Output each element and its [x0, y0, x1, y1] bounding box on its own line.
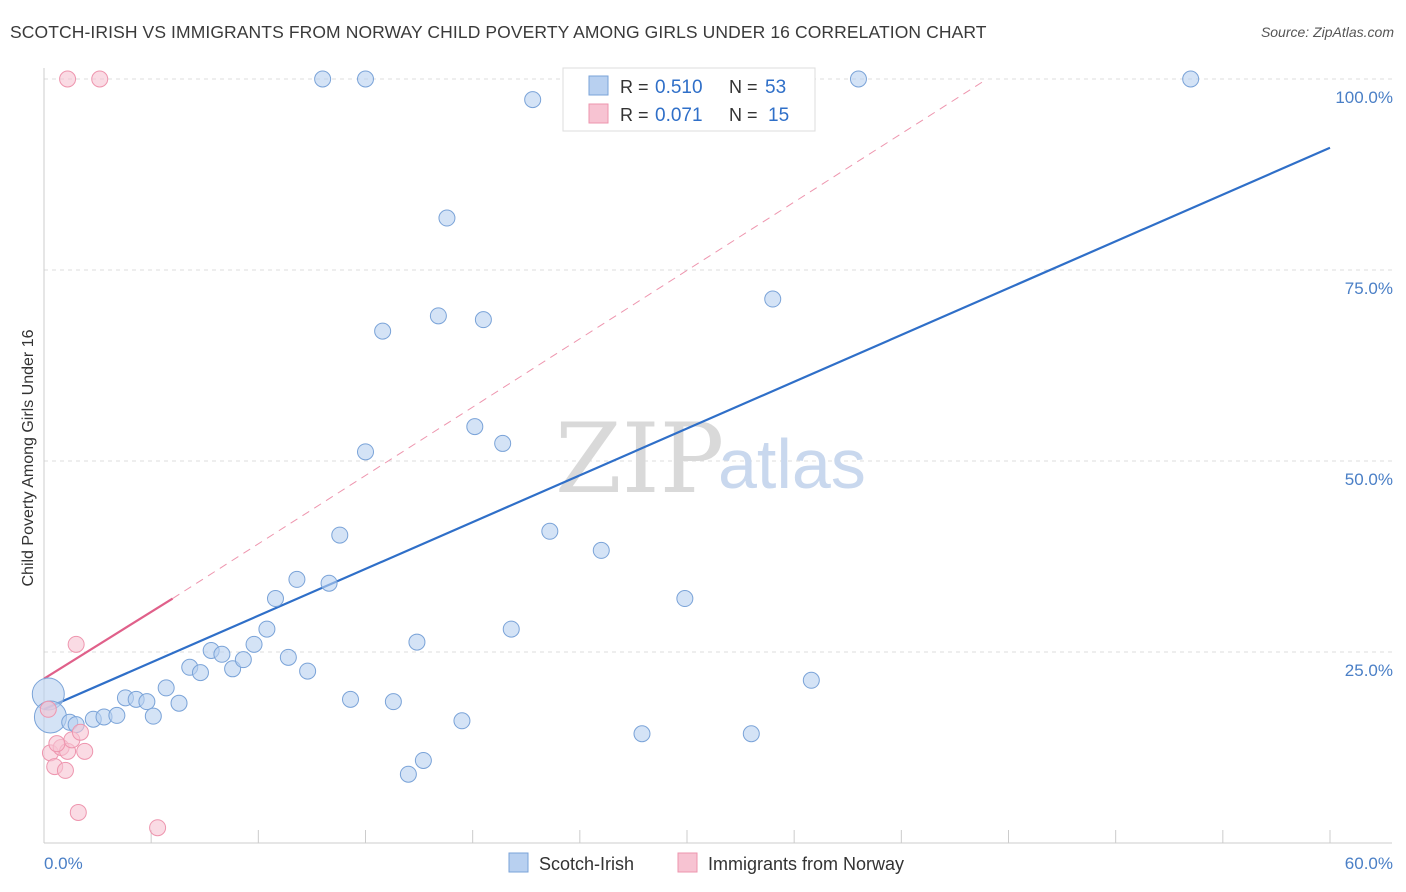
- chart-title: SCOTCH-IRISH VS IMMIGRANTS FROM NORWAY C…: [10, 22, 987, 42]
- scotch-irish-point: [288, 570, 306, 588]
- scotch-irish-point: [245, 635, 263, 653]
- scotch-irish-point: [144, 707, 162, 725]
- y-axis-label: Child Poverty Among Girls Under 16: [20, 329, 37, 586]
- watermark-zip: ZIP: [555, 403, 724, 515]
- scotch-irish-point: [633, 725, 651, 743]
- scotch-irish-point: [502, 620, 520, 638]
- y-tick-label: 25.0%: [1345, 661, 1393, 680]
- source-label: Source: ZipAtlas.com: [1260, 24, 1394, 40]
- scotch-irish-trend-line: [43, 146, 1331, 711]
- scotch-irish-point: [157, 679, 175, 697]
- legend-swatch-blue: [588, 75, 609, 96]
- legend-r-label-1: R =: [620, 77, 649, 97]
- watermark-atlas: atlas: [718, 425, 866, 503]
- scotch-irish-point: [429, 307, 447, 325]
- x-tick-label: 60.0%: [1345, 854, 1393, 873]
- legend-n-label-2: N =: [729, 105, 758, 125]
- x-tick-label: 0.0%: [44, 854, 83, 873]
- scotch-irish-point: [357, 70, 374, 88]
- scotch-irish-point: [108, 706, 126, 724]
- scotch-irish-point: [466, 418, 484, 436]
- y-tick-label: 50.0%: [1345, 470, 1393, 489]
- scotch-irish-point: [849, 70, 867, 88]
- scotch-irish-point: [320, 574, 338, 592]
- gridlines: [44, 78, 1392, 653]
- scotch-irish-point: [764, 290, 782, 308]
- scotch-irish-point: [299, 662, 317, 680]
- scotch-irish-point: [341, 690, 359, 708]
- scotch-irish-point: [234, 651, 252, 669]
- legend-r-label-2: R =: [620, 105, 649, 125]
- y-tick-labels: 25.0% 50.0% 75.0% 100.0%: [1335, 88, 1393, 680]
- scotch-irish-point: [524, 91, 542, 109]
- scotch-irish-point: [494, 434, 512, 452]
- scotch-irish-point: [266, 590, 284, 608]
- scotch-irish-point: [541, 522, 559, 540]
- legend-r-value-2: 0.071: [655, 105, 703, 126]
- legend-r-value-1: 0.510: [655, 77, 703, 98]
- legend-swatch-scotch-irish: [508, 852, 529, 873]
- legend-label-norway: Immigrants from Norway: [708, 854, 904, 874]
- scotch-irish-point: [374, 322, 392, 340]
- legend-swatch-pink: [588, 103, 609, 124]
- series-legend: Scotch-Irish Immigrants from Norway: [508, 852, 904, 874]
- scotch-irish-point: [742, 725, 760, 743]
- norway-point: [48, 735, 66, 753]
- norway-point: [76, 742, 94, 760]
- scotch-irish-point: [279, 648, 297, 666]
- norway-point: [71, 723, 89, 741]
- scotch-irish-point: [138, 693, 156, 711]
- norway-point: [69, 803, 87, 821]
- trend-lines: [43, 78, 1331, 711]
- norway-point: [149, 819, 167, 837]
- scotch-irish-point: [384, 693, 402, 711]
- scotch-irish-point: [414, 751, 432, 769]
- scotch-irish-point: [676, 590, 694, 608]
- x-tick-labels: 0.0% 60.0%: [44, 854, 1393, 873]
- scotch-irish-point: [1182, 70, 1200, 88]
- scotch-irish-point: [592, 541, 610, 559]
- data-points: [31, 70, 1200, 837]
- legend-label-scotch-irish: Scotch-Irish: [539, 854, 634, 874]
- scotch-irish-point: [438, 209, 456, 227]
- y-tick-label: 100.0%: [1335, 88, 1393, 107]
- y-tick-label: 75.0%: [1345, 279, 1393, 298]
- scotch-irish-point: [258, 620, 276, 638]
- norway-point: [56, 761, 74, 779]
- norway-point: [59, 70, 77, 88]
- norway-point: [91, 70, 109, 88]
- scotch-irish-point: [453, 712, 471, 730]
- scotch-irish-point: [331, 526, 349, 544]
- norway-point: [67, 635, 85, 653]
- watermark: ZIP atlas: [555, 403, 866, 515]
- scotch-irish-point: [213, 645, 231, 663]
- legend-n-label-1: N =: [729, 77, 758, 97]
- scotch-irish-point: [314, 70, 332, 88]
- legend-n-value-2: 15: [768, 105, 789, 126]
- scotch-irish-point: [357, 443, 374, 461]
- scotch-irish-point: [399, 765, 417, 783]
- scotch-irish-point: [474, 311, 492, 329]
- legend-swatch-norway: [677, 852, 698, 873]
- norway-trend-line: [43, 597, 174, 680]
- scotch-irish-point: [408, 633, 426, 651]
- scotch-irish-point: [802, 671, 820, 689]
- norway-trend-extrapolation: [172, 78, 988, 599]
- legend-n-value-1: 53: [765, 77, 786, 98]
- correlation-legend: R = 0.510 N = 53 R = 0.071 N = 15: [562, 67, 816, 132]
- scotch-irish-point: [170, 694, 188, 712]
- scotch-irish-point: [191, 664, 209, 682]
- norway-point: [39, 700, 57, 718]
